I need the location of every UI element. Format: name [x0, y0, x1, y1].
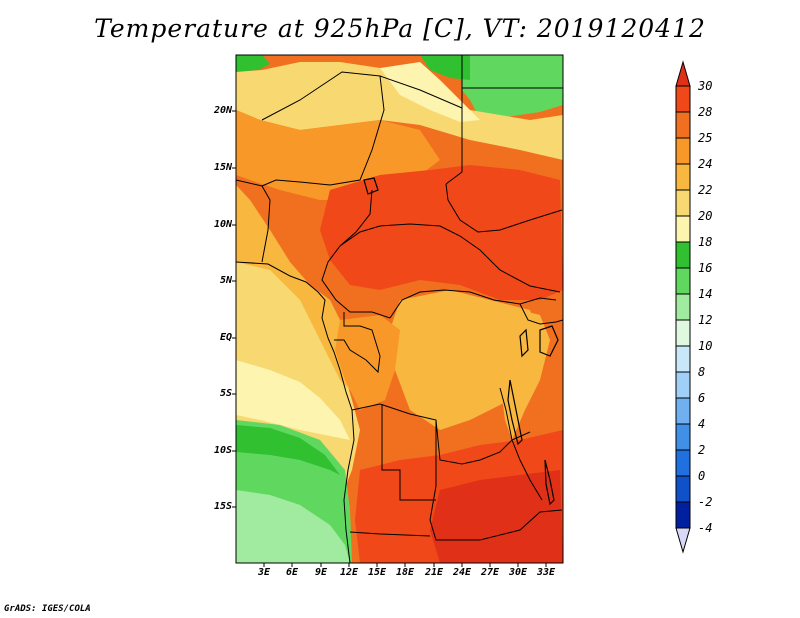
colorbar-segment	[675, 189, 691, 217]
y-tick-label: 10S	[213, 445, 232, 456]
x-tick-label: 9E	[314, 567, 328, 578]
colorbar-segment	[675, 241, 691, 269]
border-angola-south	[349, 531, 431, 537]
y-tick-label: 15S	[213, 501, 232, 512]
colorbar-label: 18	[698, 235, 713, 249]
y-tick-label: 15N	[213, 162, 232, 173]
colorbar-segment	[675, 137, 691, 165]
colorbar-segment	[675, 371, 691, 399]
colorbar-label: -4	[698, 521, 713, 535]
map-title: Temperature at 925hPa [C], VT: 201912041…	[94, 14, 706, 43]
colorbar-segment	[675, 215, 691, 243]
colorbar-segment	[675, 345, 691, 373]
border-north-2	[261, 75, 385, 187]
colorbar-label: -2	[698, 495, 713, 509]
y-tick-marks	[232, 110, 236, 508]
temperature-field	[236, 55, 563, 563]
colorbar-label: 2	[698, 443, 706, 457]
field-north-yellow	[380, 62, 480, 122]
grads-credit: GrADS: IGES/COLA	[4, 604, 91, 614]
field-ne-green	[462, 55, 563, 118]
x-tick-label: 30E	[508, 567, 528, 578]
border-east-top	[461, 55, 563, 108]
y-tick-label: 10N	[213, 219, 232, 230]
x-tick-label: 33E	[536, 567, 556, 578]
colorbar-segment	[675, 397, 691, 425]
border-drc-west	[389, 289, 557, 319]
colorbar-segment	[675, 501, 691, 529]
field-north-pale	[236, 62, 563, 160]
field-n-green	[420, 55, 470, 80]
colorbar-label: 24	[698, 157, 713, 171]
y-tick-label: 20N	[213, 105, 232, 116]
border-uganda	[519, 303, 563, 325]
x-tick-label: 27E	[480, 567, 500, 578]
colorbar-label: 8	[698, 365, 706, 379]
colorbar-label: 22	[698, 183, 713, 197]
lake-albert	[519, 328, 529, 358]
colorbar-label: 4	[698, 417, 706, 431]
colorbar-segment	[675, 293, 691, 321]
border-tanzania	[499, 387, 543, 501]
field-ocean-lightgreen	[236, 490, 350, 563]
colorbar-segment	[675, 85, 691, 113]
x-tick-marks	[263, 563, 547, 567]
lake-malawi	[544, 459, 555, 506]
colorbar-arrow-top	[675, 60, 691, 87]
colorbar-label: 14	[698, 287, 713, 301]
colorbar-label: 28	[698, 105, 713, 119]
colorbar-label: 25	[698, 131, 713, 145]
border-congo	[334, 312, 381, 374]
lake-tanganyika	[507, 379, 523, 446]
x-tick-label: 3E	[257, 567, 271, 578]
map-frame	[235, 54, 564, 564]
border-nigeria	[236, 179, 271, 263]
field-basin-orange	[335, 315, 400, 410]
colorbar-segment	[675, 475, 691, 503]
y-tick-label: 5S	[219, 388, 232, 399]
border-cameroon	[321, 189, 391, 319]
colorbar-label: 6	[698, 391, 706, 405]
field-ocean-pale	[236, 360, 350, 440]
colorbar-segment	[675, 111, 691, 139]
lakes	[363, 177, 559, 506]
field-nw-green	[236, 55, 270, 72]
colorbar-label: 10	[698, 339, 713, 353]
border-chad-south	[445, 183, 563, 233]
colorbar-segment	[675, 423, 691, 451]
x-tick-label: 6E	[285, 567, 299, 578]
border-angola-east	[381, 404, 436, 501]
colorbar-arrow-bottom	[675, 527, 691, 554]
y-tick-label: EQ	[219, 332, 232, 343]
border-drc-south	[351, 403, 531, 465]
colorbar-segment	[675, 267, 691, 295]
border-car	[339, 223, 561, 293]
x-tick-label: 18E	[395, 567, 415, 578]
x-tick-label: 12E	[339, 567, 359, 578]
lake-chad	[363, 177, 379, 195]
colorbar-label: 0	[698, 469, 706, 483]
y-tick-label: 5N	[219, 275, 232, 286]
x-tick-label: 15E	[367, 567, 387, 578]
colorbar-label: 12	[698, 313, 713, 327]
border-north-1	[261, 71, 463, 185]
colorbar-segment	[675, 163, 691, 191]
colorbar-segment	[675, 319, 691, 347]
border-zambia	[429, 420, 563, 541]
field-east-lakes	[500, 310, 550, 440]
colorbar-label: 16	[698, 261, 713, 275]
coastlines-borders	[236, 55, 563, 563]
colorbar-label: 20	[698, 209, 713, 223]
field-ocean-darkgreen	[236, 425, 340, 475]
x-tick-label: 24E	[452, 567, 472, 578]
colorbar-label: 30	[698, 79, 713, 93]
x-tick-label: 21E	[424, 567, 444, 578]
colorbar	[675, 60, 691, 554]
lake-victoria	[539, 325, 559, 357]
coastline-west	[236, 261, 355, 563]
field-central-warm	[320, 165, 563, 300]
colorbar-segment	[675, 449, 691, 477]
